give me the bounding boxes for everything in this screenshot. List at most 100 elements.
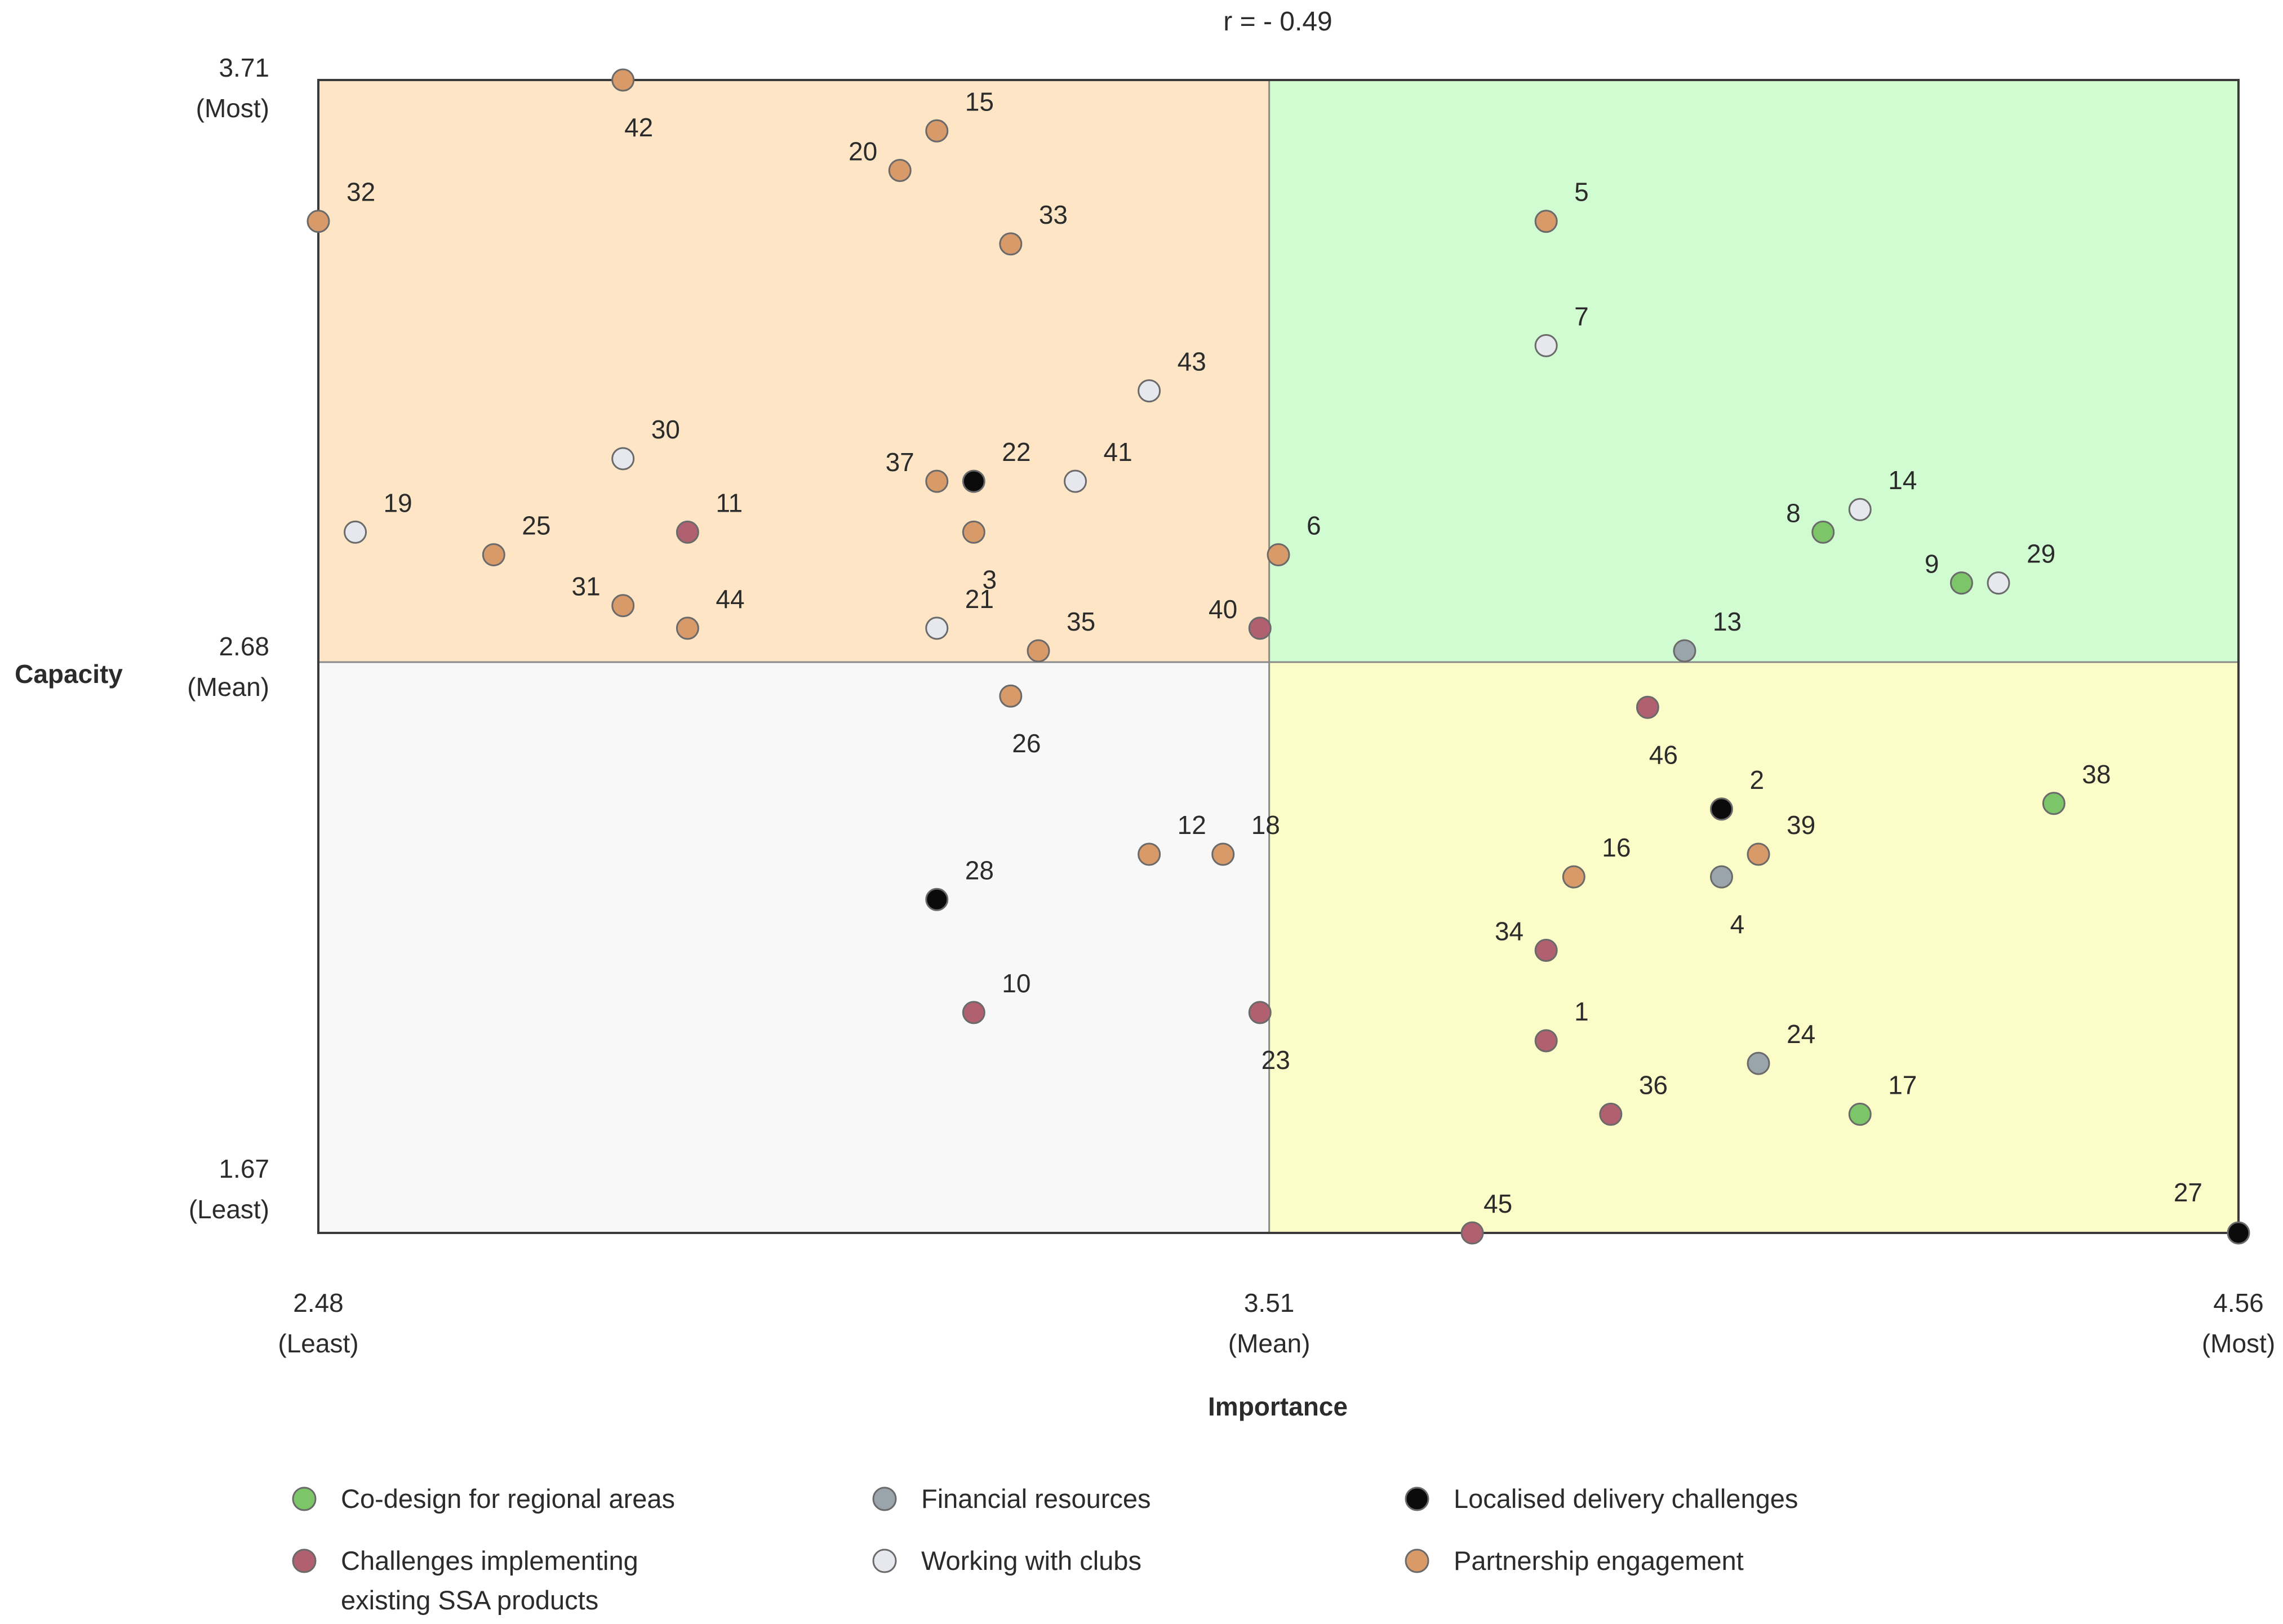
- point-9: [1949, 571, 1973, 595]
- point-label-6: 6: [1307, 511, 1321, 540]
- point-34: [1534, 939, 1558, 962]
- legend-label: Financial resources: [921, 1484, 1151, 1514]
- quadrant-high-importance-high-capacity: [1269, 80, 2238, 663]
- plot-frame: [317, 79, 2240, 1234]
- point-24: [1747, 1051, 1770, 1075]
- y-tick-0: 3.71 (Most): [196, 53, 269, 123]
- point-label-32: 32: [347, 178, 375, 207]
- y-tick-label: 3.71: [219, 53, 269, 82]
- point-label-39: 39: [1787, 810, 1815, 840]
- quadrant-low-importance-high-capacity: [318, 80, 1269, 663]
- point-2: [1709, 797, 1733, 821]
- point-label-29: 29: [2027, 539, 2055, 569]
- point-22: [962, 469, 985, 493]
- point-label-17: 17: [1888, 1070, 1917, 1099]
- legend-label: Challenges implementing existing SSA prod…: [341, 1546, 638, 1615]
- point-label-31: 31: [572, 572, 601, 601]
- y-tick-sublabel: (Most): [196, 94, 269, 123]
- quadrant-backgrounds: [318, 80, 2238, 1233]
- legend-marker: [872, 1548, 897, 1573]
- point-18: [1211, 842, 1235, 866]
- point-label-22: 22: [1002, 437, 1031, 467]
- x-axis-ticks: 2.48 (Least) 3.51 (Mean) 4.56 (Most): [278, 1288, 2275, 1358]
- x-tick-sublabel: (Most): [2202, 1329, 2275, 1358]
- point-41: [1064, 469, 1087, 493]
- x-tick-sublabel: (Mean): [1228, 1329, 1311, 1358]
- y-tick-sublabel: (Mean): [187, 672, 269, 702]
- x-tick-1: 3.51 (Mean): [1228, 1288, 1311, 1358]
- point-1: [1534, 1029, 1558, 1053]
- point-11: [676, 520, 699, 544]
- quadrant-low-importance-low-capacity: [318, 662, 1269, 1233]
- point-label-21: 21: [965, 584, 994, 614]
- legend-label: Partnership engagement: [1454, 1546, 1744, 1576]
- point-8: [1811, 520, 1835, 544]
- point-30: [611, 447, 635, 471]
- point-label-7: 7: [1574, 301, 1589, 331]
- point-label-34: 34: [1495, 917, 1524, 946]
- point-label-5: 5: [1574, 178, 1589, 207]
- point-20: [888, 158, 912, 182]
- point-label-15: 15: [965, 87, 994, 116]
- legend-marker: [1405, 1548, 1429, 1573]
- x-tick-label: 4.56: [2213, 1288, 2264, 1317]
- y-tick-label: 2.68: [219, 632, 269, 661]
- legend: Co-design for regional areas Financial re…: [292, 1484, 1798, 1615]
- point-label-30: 30: [651, 415, 680, 444]
- point-27: [2227, 1221, 2250, 1245]
- point-21: [925, 616, 949, 640]
- point-38: [2042, 792, 2066, 815]
- point-labels: 8938171342422228271140463410231364574330…: [347, 87, 2202, 1218]
- point-37: [925, 469, 949, 493]
- point-45: [1460, 1221, 1484, 1245]
- legend-label: Co-design for regional areas: [341, 1484, 675, 1514]
- point-3: [962, 520, 985, 544]
- point-46: [1636, 695, 1659, 719]
- point-label-23: 23: [1262, 1045, 1290, 1075]
- point-label-44: 44: [716, 584, 744, 614]
- point-label-13: 13: [1713, 607, 1742, 636]
- y-tick-sublabel: (Least): [189, 1195, 269, 1224]
- legend-item-financial: Financial resources: [872, 1484, 1151, 1514]
- point-12: [1138, 842, 1161, 866]
- point-23: [1248, 1001, 1272, 1024]
- point-10: [962, 1001, 985, 1024]
- y-axis-ticks: 3.71 (Most) 2.68 (Mean) 1.67 (Least): [187, 53, 269, 1224]
- point-label-43: 43: [1178, 347, 1206, 376]
- point-label-1: 1: [1574, 997, 1589, 1026]
- point-6: [1267, 543, 1290, 566]
- legend-item-localised: Localised delivery challenges: [1405, 1484, 1798, 1514]
- y-tick-label: 1.67: [219, 1154, 269, 1183]
- point-label-4: 4: [1730, 909, 1745, 939]
- point-label-19: 19: [384, 488, 412, 517]
- point-label-46: 46: [1649, 740, 1678, 769]
- point-39: [1747, 842, 1770, 866]
- legend-label: Working with clubs: [921, 1546, 1142, 1576]
- point-15: [925, 119, 949, 143]
- legend-label: Localised delivery challenges: [1454, 1484, 1798, 1514]
- legend-marker: [292, 1487, 317, 1511]
- point-14: [1848, 498, 1872, 521]
- point-4: [1709, 865, 1733, 889]
- point-label-41: 41: [1104, 437, 1132, 467]
- point-44: [676, 616, 699, 640]
- point-label-3: 3: [983, 565, 997, 594]
- point-label-37: 37: [886, 447, 914, 477]
- point-13: [1673, 639, 1696, 663]
- point-25: [482, 543, 505, 566]
- correlation-label: r = - 0.49: [1223, 7, 1332, 37]
- point-label-16: 16: [1602, 833, 1631, 862]
- legend-marker: [872, 1487, 897, 1511]
- point-label-2: 2: [1749, 765, 1764, 795]
- point-label-38: 38: [2082, 760, 2111, 789]
- legend-marker: [1405, 1487, 1429, 1511]
- point-label-33: 33: [1039, 200, 1068, 229]
- point-43: [1138, 379, 1161, 403]
- point-label-35: 35: [1067, 607, 1095, 636]
- data-points: [307, 68, 2250, 1245]
- quadrant-high-importance-low-capacity: [1269, 662, 2238, 1233]
- point-28: [925, 888, 949, 911]
- point-32: [307, 210, 330, 233]
- x-tick-2: 4.56 (Most): [2202, 1288, 2275, 1358]
- point-label-27: 27: [2174, 1178, 2202, 1207]
